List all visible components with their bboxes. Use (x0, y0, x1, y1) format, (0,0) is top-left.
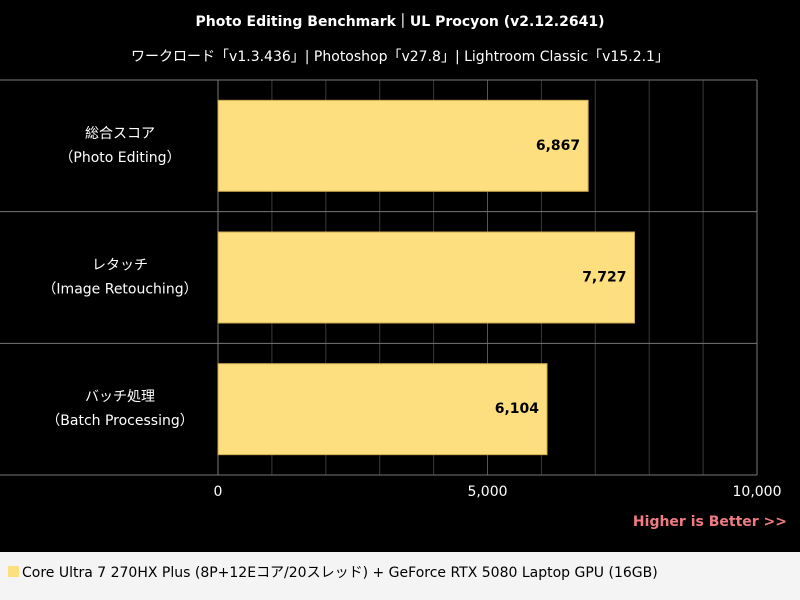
legend-background (0, 552, 800, 600)
y-tick-label: （Image Retouching） (42, 282, 197, 298)
bar (217, 231, 635, 324)
y-tick-label: （Batch Processing） (46, 413, 193, 429)
bar (217, 99, 589, 192)
data-label: 6,867 (536, 138, 580, 154)
y-tick-label: バッチ処理 (85, 389, 155, 405)
chart-title: Photo Editing Benchmark｜UL Procyon (v2.1… (196, 13, 605, 30)
legend-label: Core Ultra 7 270HX Plus (8P+12Eコア/20スレッド… (22, 565, 658, 581)
x-tick-label: 10,000 (733, 484, 782, 500)
data-label: 7,727 (582, 270, 626, 286)
x-tick-label: 5,000 (467, 484, 507, 500)
y-tick-label: 総合スコア (85, 126, 155, 142)
annotation: Higher is Better >> (633, 514, 787, 530)
y-tick-label: レタッチ (92, 258, 148, 274)
bar (217, 363, 548, 456)
x-tick-label: 0 (214, 484, 223, 500)
data-label: 6,104 (495, 401, 540, 417)
chart-subtitle: ワークロード「v1.3.436」| Photoshop「v27.8」| Ligh… (131, 49, 669, 65)
legend-swatch (8, 566, 19, 577)
y-tick-label: （Photo Editing） (59, 150, 180, 166)
